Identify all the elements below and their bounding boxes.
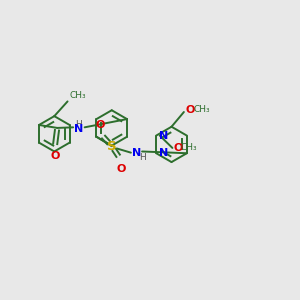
Text: CH₃: CH₃ bbox=[69, 91, 86, 100]
Text: O: O bbox=[185, 105, 195, 115]
Text: CH₃: CH₃ bbox=[181, 143, 197, 152]
Text: O: O bbox=[116, 164, 126, 173]
Text: H: H bbox=[139, 153, 146, 162]
Text: O: O bbox=[50, 151, 60, 160]
Text: O: O bbox=[173, 143, 183, 153]
Text: N: N bbox=[74, 124, 83, 134]
Text: N: N bbox=[132, 148, 141, 158]
Text: CH₃: CH₃ bbox=[193, 105, 210, 114]
Text: N: N bbox=[159, 148, 168, 158]
Text: O: O bbox=[95, 120, 105, 130]
Text: H: H bbox=[75, 121, 81, 130]
Text: N: N bbox=[159, 130, 168, 141]
Text: S: S bbox=[107, 140, 117, 153]
